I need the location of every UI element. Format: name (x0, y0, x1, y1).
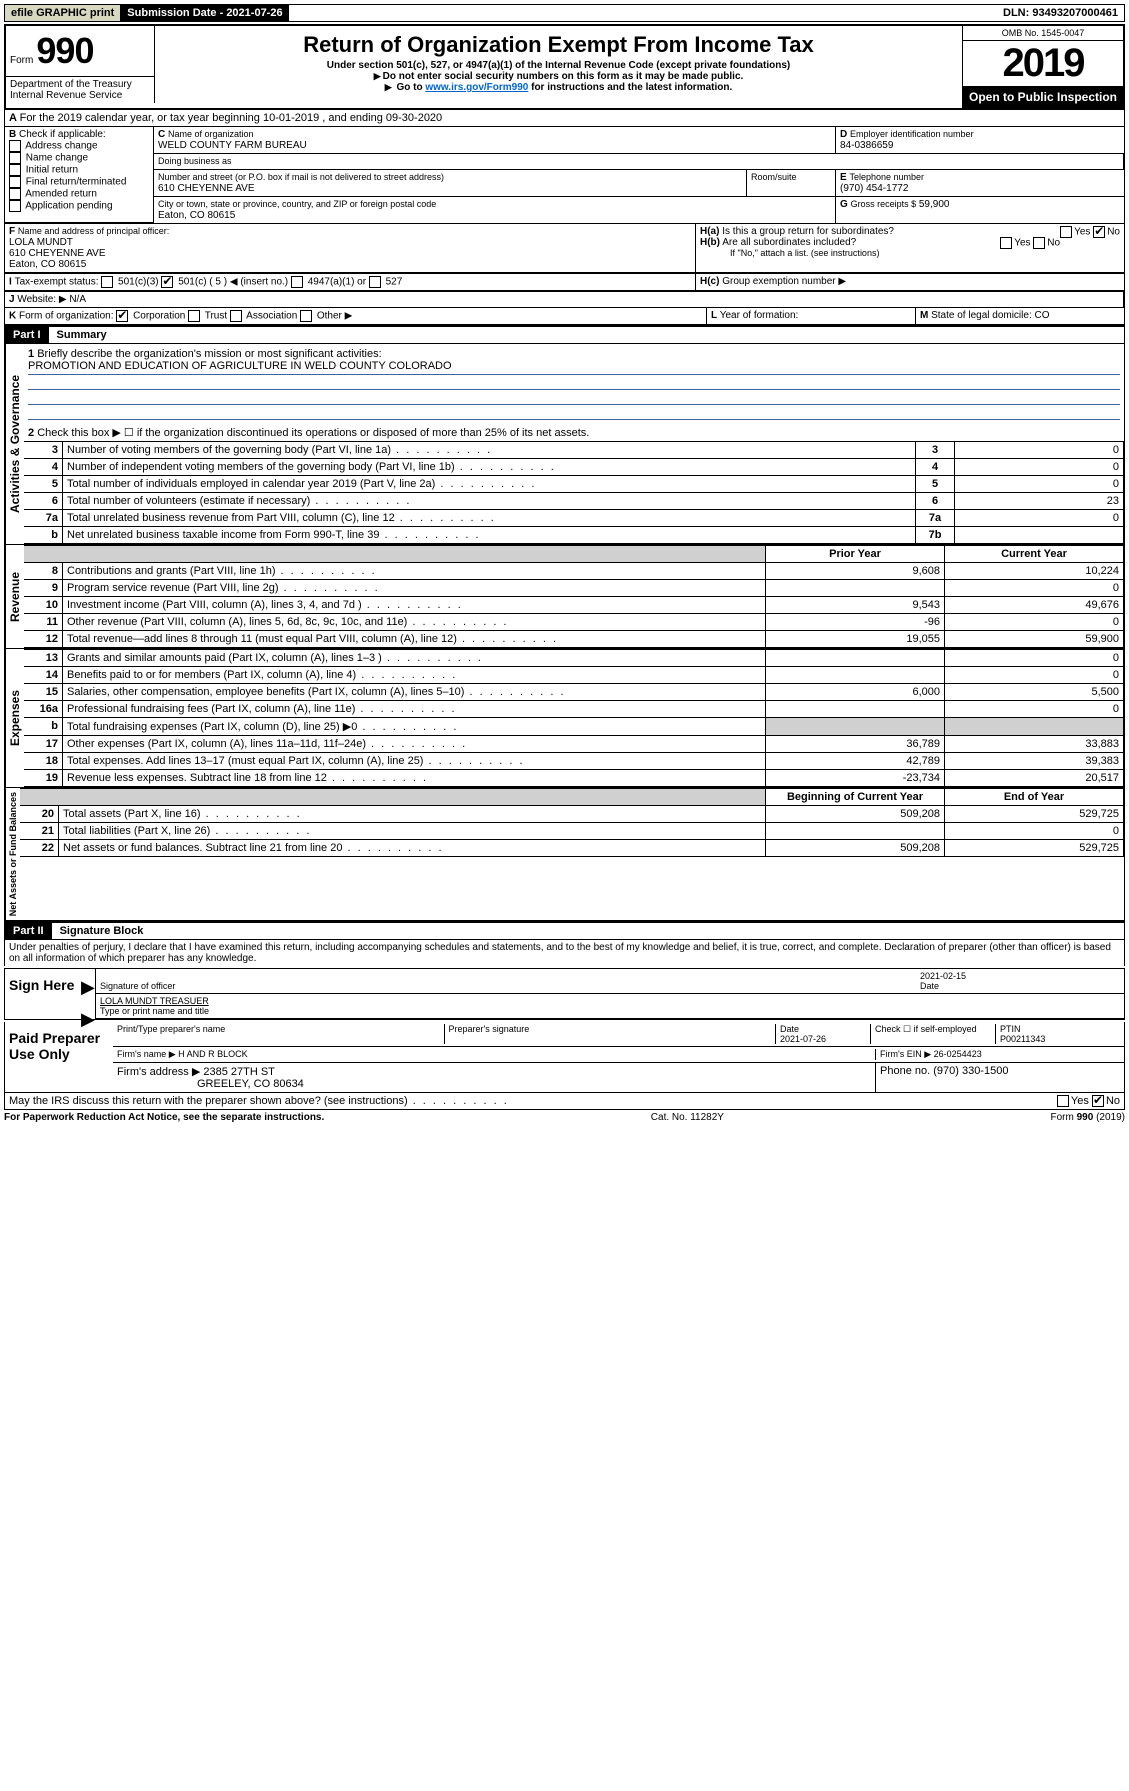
vlabel-rev: Revenue (5, 545, 24, 648)
rev-table: Prior Year Current Year8 Contributions a… (24, 545, 1124, 648)
hb-yes[interactable] (1000, 237, 1012, 249)
check-amended[interactable] (9, 188, 21, 200)
form-prefix: Form (10, 55, 33, 66)
paid-preparer-section: Paid Preparer Use Only Print/Type prepar… (4, 1022, 1125, 1093)
state-domicile: CO (1035, 310, 1050, 321)
k-trust[interactable] (188, 310, 200, 322)
ha-no[interactable] (1093, 226, 1105, 238)
b-checkboxes: B Check if applicable: Address change Na… (5, 127, 154, 223)
firm-phone: (970) 330-1500 (933, 1065, 1008, 1077)
efile-btn[interactable]: efile GRAPHIC print (5, 5, 121, 21)
form-title: Return of Organization Exempt From Incom… (159, 32, 958, 58)
k-other[interactable] (300, 310, 312, 322)
sign-here-label: Sign Here (5, 969, 83, 1019)
netassets-section: Net Assets or Fund Balances Beginning of… (4, 787, 1125, 921)
subtitle-3: Go to www.irs.gov/Form990 for instructio… (159, 82, 958, 93)
org-name: WELD COUNTY FARM BUREAU (158, 140, 307, 151)
section-a: A For the 2019 calendar year, or tax yea… (4, 110, 1125, 325)
check-name-change[interactable] (9, 152, 21, 164)
officer-name-title: LOLA MUNDT TREASUER (100, 996, 209, 1006)
discuss-yes[interactable] (1057, 1095, 1069, 1107)
ha-yes[interactable] (1060, 226, 1072, 238)
i-501c[interactable] (161, 276, 173, 288)
form-number: 990 (36, 30, 93, 71)
revenue-section: Revenue Prior Year Current Year8 Contrib… (4, 544, 1125, 648)
form-number-box: Form 990 (6, 26, 155, 76)
vlabel-gov: Activities & Governance (5, 344, 24, 544)
net-table: Beginning of Current Year End of Year20 … (20, 788, 1124, 857)
part2-header-row: Part II Signature Block (4, 921, 1125, 940)
city-state-zip: Eaton, CO 80615 (158, 210, 235, 221)
part1-badge: Part I (5, 327, 49, 343)
top-bar: efile GRAPHIC print Submission Date - 20… (4, 4, 1125, 22)
subtitle-2: Do not enter social security numbers on … (159, 71, 958, 82)
firm-addr2: GREELEY, CO 80634 (117, 1078, 304, 1090)
hb-no[interactable] (1033, 237, 1045, 249)
declaration: Under penalties of perjury, I declare th… (4, 940, 1125, 966)
prep-date: 2021-07-26 (780, 1034, 826, 1044)
check-initial-return[interactable] (9, 164, 21, 176)
paid-preparer-label: Paid Preparer Use Only (5, 1022, 113, 1092)
sign-here-section: Sign Here ▶ ▶ Signature of officer 2021-… (4, 968, 1125, 1020)
form-header: Form 990 Department of the Treasury Inte… (4, 24, 1125, 110)
check-address-change[interactable] (9, 140, 21, 152)
gross-receipts: 59,900 (919, 199, 950, 210)
irs-link[interactable]: www.irs.gov/Form990 (425, 82, 528, 93)
i-4947[interactable] (291, 276, 303, 288)
phone: (970) 454-1772 (840, 183, 908, 194)
ptin: P00211343 (1000, 1034, 1045, 1044)
footer: For Paperwork Reduction Act Notice, see … (4, 1110, 1125, 1125)
tax-year: 2019 (963, 41, 1123, 86)
open-to-public: Open to Public Inspection (963, 86, 1123, 108)
check-app-pending[interactable] (9, 200, 21, 212)
officer-name: LOLA MUNDT (9, 237, 73, 248)
vlabel-exp: Expenses (5, 649, 24, 787)
title-box: Return of Organization Exempt From Incom… (155, 26, 962, 108)
check-final-return[interactable] (9, 176, 21, 188)
sig-date: 2021-02-15 (920, 971, 966, 981)
activities-governance: Activities & Governance 1 Briefly descri… (4, 344, 1125, 544)
sign-arrow-icon-2: ▶ (81, 1009, 95, 1030)
street-address: 610 CHEYENNE AVE (158, 183, 255, 194)
website: N/A (69, 294, 86, 305)
year-box: OMB No. 1545-0047 2019 Open to Public In… (962, 26, 1123, 108)
i-501c3[interactable] (101, 276, 113, 288)
k-corp[interactable] (116, 310, 128, 322)
firm-ein: 26-0254423 (934, 1049, 982, 1059)
subtitle-1: Under section 501(c), 527, or 4947(a)(1)… (159, 60, 958, 71)
dln: DLN: 93493207000461 (997, 5, 1124, 21)
i-527[interactable] (369, 276, 381, 288)
k-assoc[interactable] (230, 310, 242, 322)
firm-name: H AND R BLOCK (178, 1049, 248, 1059)
omb-number: OMB No. 1545-0047 (963, 26, 1123, 41)
discuss-no[interactable] (1092, 1095, 1104, 1107)
a-line: A For the 2019 calendar year, or tax yea… (5, 110, 1124, 127)
dept-box: Department of the Treasury Internal Reve… (6, 76, 155, 103)
expenses-section: Expenses 13 Grants and similar amounts p… (4, 648, 1125, 787)
exp-table: 13 Grants and similar amounts paid (Part… (24, 649, 1124, 787)
gov-table: 3 Number of voting members of the govern… (24, 441, 1124, 544)
part1-header-row: Part I Summary (4, 325, 1125, 344)
mission-text: PROMOTION AND EDUCATION OF AGRICULTURE I… (28, 360, 1120, 375)
discuss-row: May the IRS discuss this return with the… (4, 1093, 1125, 1110)
ein: 84-0386659 (840, 140, 893, 151)
firm-addr1: 2385 27TH ST (203, 1066, 275, 1078)
submission-date: Submission Date - 2021-07-26 (121, 5, 288, 21)
part2-badge: Part II (5, 923, 52, 939)
vlabel-net: Net Assets or Fund Balances (5, 788, 20, 920)
sign-arrow-icon: ▶ (81, 977, 95, 998)
